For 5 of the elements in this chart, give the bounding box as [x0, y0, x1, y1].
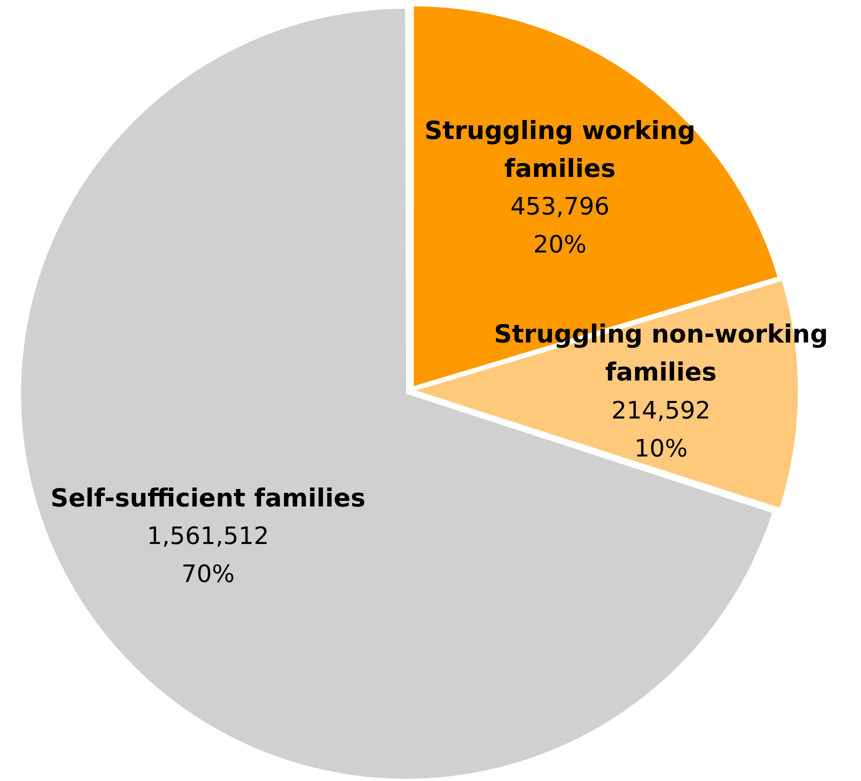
data-label: 453,796 20% [510, 192, 610, 259]
slice-label: Struggling working families [424, 116, 696, 183]
slice-label: Self-sufficient families [50, 483, 366, 512]
data-label: 214,592 10% [611, 396, 711, 462]
data-label: 1,561,512 70% [146, 522, 270, 588]
